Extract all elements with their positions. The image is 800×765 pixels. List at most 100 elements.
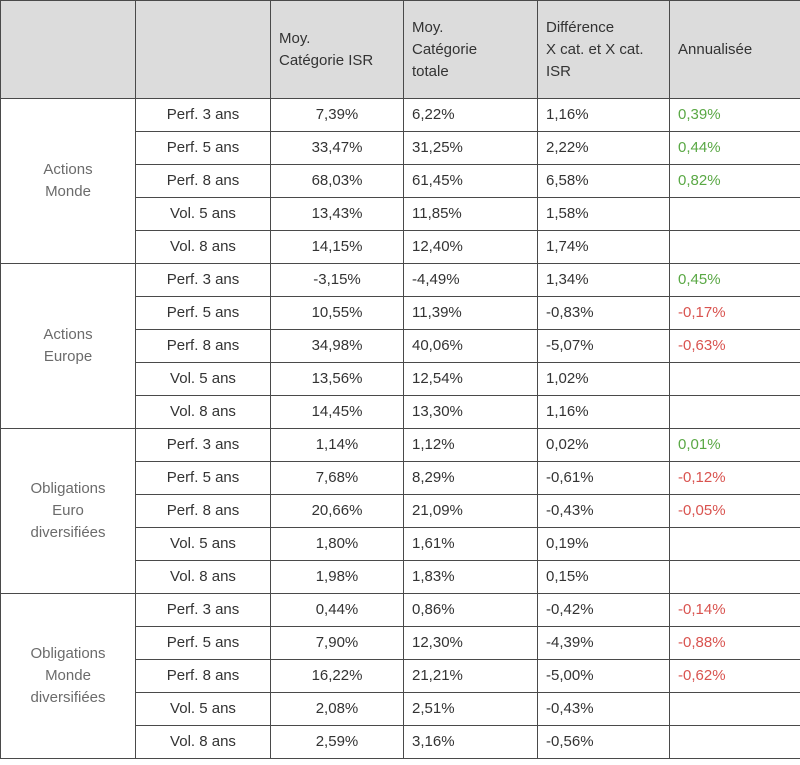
metric-label: Perf. 8 ans <box>135 494 271 528</box>
table-row: Perf. 5 ans 7,68% 8,29% -0,61% -0,12% <box>1 461 800 495</box>
avg-total-value: 13,30% <box>403 395 538 429</box>
annualized-value <box>669 692 800 726</box>
annualized-value <box>669 197 800 231</box>
avg-isr-value: 0,44% <box>270 593 404 627</box>
avg-isr-value: 33,47% <box>270 131 404 165</box>
annualized-value: -0,12% <box>669 461 800 495</box>
annualized-value <box>669 527 800 561</box>
avg-isr-value: 2,59% <box>270 725 404 759</box>
avg-total-value: 3,16% <box>403 725 538 759</box>
table-row: Perf. 8 ans 34,98% 40,06% -5,07% -0,63% <box>1 329 800 363</box>
difference-value: 1,16% <box>537 395 670 429</box>
annualized-value: 0,39% <box>669 98 800 132</box>
asset-class-label: Obligations Monde diversifiées <box>0 593 136 759</box>
table-row: Vol. 8 ans 2,59% 3,16% -0,56% <box>1 725 800 759</box>
table-row: Perf. 5 ans 33,47% 31,25% 2,22% 0,44% <box>1 131 800 165</box>
avg-isr-value: 1,80% <box>270 527 404 561</box>
table-row: Perf. 8 ans 68,03% 61,45% 6,58% 0,82% <box>1 164 800 198</box>
difference-value: -0,56% <box>537 725 670 759</box>
header-annualized: Annualisée <box>669 0 800 99</box>
avg-isr-value: 34,98% <box>270 329 404 363</box>
avg-total-value: 2,51% <box>403 692 538 726</box>
avg-total-value: 21,21% <box>403 659 538 693</box>
avg-total-value: 31,25% <box>403 131 538 165</box>
annualized-value <box>669 395 800 429</box>
metric-label: Vol. 8 ans <box>135 560 271 594</box>
metric-label: Perf. 3 ans <box>135 98 271 132</box>
difference-value: 1,16% <box>537 98 670 132</box>
annualized-value: 0,01% <box>669 428 800 462</box>
metric-label: Perf. 5 ans <box>135 131 271 165</box>
table-row: Vol. 8 ans 14,15% 12,40% 1,74% <box>1 230 800 264</box>
metric-label: Vol. 8 ans <box>135 230 271 264</box>
difference-value: -0,61% <box>537 461 670 495</box>
metric-label: Perf. 5 ans <box>135 296 271 330</box>
annualized-value: -0,63% <box>669 329 800 363</box>
avg-total-value: 1,83% <box>403 560 538 594</box>
metric-label: Perf. 8 ans <box>135 164 271 198</box>
avg-total-value: 1,61% <box>403 527 538 561</box>
metric-label: Perf. 3 ans <box>135 428 271 462</box>
avg-isr-value: 10,55% <box>270 296 404 330</box>
difference-value: -0,83% <box>537 296 670 330</box>
avg-isr-value: 2,08% <box>270 692 404 726</box>
difference-value: -0,42% <box>537 593 670 627</box>
avg-isr-value: 68,03% <box>270 164 404 198</box>
header-blank-group <box>0 0 136 99</box>
difference-value: 0,19% <box>537 527 670 561</box>
difference-value: -5,00% <box>537 659 670 693</box>
avg-total-value: 8,29% <box>403 461 538 495</box>
difference-value: 6,58% <box>537 164 670 198</box>
avg-isr-value: 13,56% <box>270 362 404 396</box>
annualized-value: -0,88% <box>669 626 800 660</box>
metric-label: Vol. 5 ans <box>135 362 271 396</box>
annualized-value: -0,14% <box>669 593 800 627</box>
avg-isr-value: 20,66% <box>270 494 404 528</box>
difference-value: -0,43% <box>537 494 670 528</box>
annualized-value: -0,17% <box>669 296 800 330</box>
table-row: Perf. 8 ans 20,66% 21,09% -0,43% -0,05% <box>1 494 800 528</box>
avg-total-value: 12,54% <box>403 362 538 396</box>
table-row: Actions Europe Perf. 3 ans -3,15% -4,49% 1,34… <box>0 263 800 429</box>
avg-total-value: 1,12% <box>403 428 538 462</box>
avg-total-value: 6,22% <box>403 98 538 132</box>
avg-total-value: 12,30% <box>403 626 538 660</box>
table-row: Obligations Euro diversifiées Perf. 3 ans 1,… <box>0 428 800 594</box>
avg-total-value: -4,49% <box>403 263 538 297</box>
avg-isr-value: 7,90% <box>270 626 404 660</box>
avg-total-value: 11,39% <box>403 296 538 330</box>
avg-total-value: 12,40% <box>403 230 538 264</box>
table-row: Perf. 5 ans 7,90% 12,30% -4,39% -0,88% <box>1 626 800 660</box>
metric-label: Vol. 8 ans <box>135 725 271 759</box>
asset-class-label: Obligations Euro diversifiées <box>0 428 136 594</box>
asset-class-label: Actions Europe <box>0 263 136 429</box>
avg-isr-value: 14,45% <box>270 395 404 429</box>
difference-value: -4,39% <box>537 626 670 660</box>
header-avg-isr: Moy. Catégorie ISR <box>270 0 404 99</box>
annualized-value <box>669 560 800 594</box>
annualized-value: 0,82% <box>669 164 800 198</box>
table-body: Actions Monde Perf. 3 ans 7,39% 6,22% 1,16% 0,… <box>0 98 800 759</box>
difference-value: 0,15% <box>537 560 670 594</box>
avg-isr-value: 16,22% <box>270 659 404 693</box>
difference-value: 2,22% <box>537 131 670 165</box>
metric-label: Perf. 3 ans <box>135 263 271 297</box>
avg-isr-value: 1,98% <box>270 560 404 594</box>
metric-label: Perf. 3 ans <box>135 593 271 627</box>
metric-label: Vol. 5 ans <box>135 692 271 726</box>
table-row: Actions Monde Perf. 3 ans 7,39% 6,22% 1,16% 0,… <box>0 98 800 264</box>
difference-value: 1,02% <box>537 362 670 396</box>
avg-isr-value: -3,15% <box>270 263 404 297</box>
annualized-value: 0,45% <box>669 263 800 297</box>
avg-total-value: 21,09% <box>403 494 538 528</box>
avg-total-value: 11,85% <box>403 197 538 231</box>
header-row: Moy. Catégorie ISR Moy. Catégorie totale Di… <box>0 0 800 99</box>
avg-total-value: 40,06% <box>403 329 538 363</box>
annualized-value: -0,62% <box>669 659 800 693</box>
avg-isr-value: 1,14% <box>270 428 404 462</box>
annualized-value: 0,44% <box>669 131 800 165</box>
avg-isr-value: 7,39% <box>270 98 404 132</box>
avg-isr-value: 14,15% <box>270 230 404 264</box>
table-row: Vol. 8 ans 14,45% 13,30% 1,16% <box>1 395 800 429</box>
